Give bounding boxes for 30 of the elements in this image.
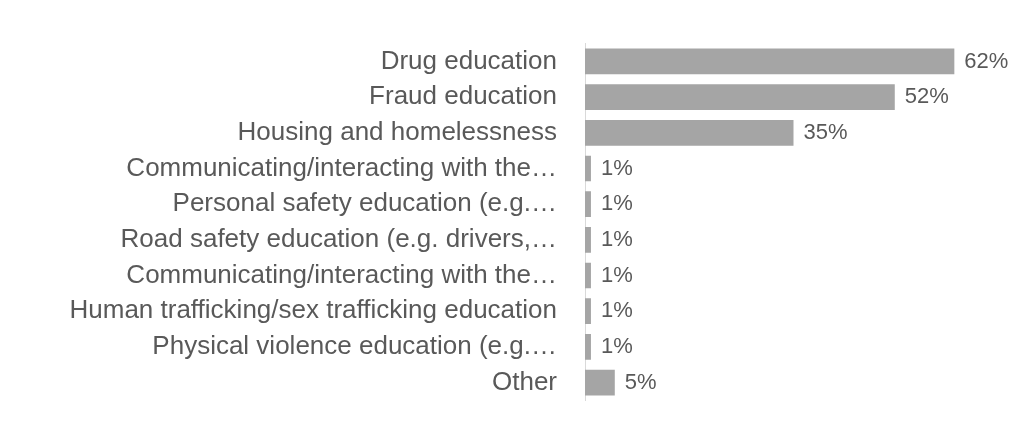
- y-tick-label: Human trafficking/sex trafficking education: [69, 294, 557, 325]
- bar: [585, 334, 591, 360]
- y-tick-label: Drug education: [380, 44, 557, 75]
- y-tick-label: Fraud education: [369, 80, 557, 111]
- bar: [585, 262, 591, 289]
- data-label: 1%: [600, 190, 633, 216]
- y-tick-label: Road safety education (e.g. drivers,…: [120, 223, 557, 254]
- bar: [585, 84, 895, 110]
- y-tick-label: Communicating/interacting with the…: [126, 258, 557, 289]
- bar: [585, 369, 615, 396]
- y-tick-label: Personal safety education (e.g.…: [172, 187, 557, 218]
- data-label: 52%: [904, 83, 949, 109]
- bar: [585, 298, 591, 325]
- y-tick-label: Physical violence education (e.g.…: [152, 330, 557, 361]
- bar: [585, 191, 591, 218]
- bar: [585, 119, 794, 146]
- data-label: 35%: [803, 118, 848, 144]
- y-tick-label: Communicating/interacting with the…: [126, 151, 557, 182]
- data-label: 1%: [600, 261, 633, 287]
- data-label: 1%: [600, 297, 633, 323]
- data-label: 62%: [964, 47, 1009, 73]
- bar: [585, 227, 591, 253]
- data-label: 1%: [600, 332, 633, 358]
- data-label: 5%: [624, 368, 657, 394]
- bar: [585, 48, 955, 75]
- data-label: 1%: [600, 154, 633, 180]
- bar: [585, 155, 591, 182]
- y-tick-label: Housing and homelessness: [237, 115, 557, 146]
- y-tick-label: Other: [491, 365, 558, 396]
- data-label: 1%: [600, 225, 633, 251]
